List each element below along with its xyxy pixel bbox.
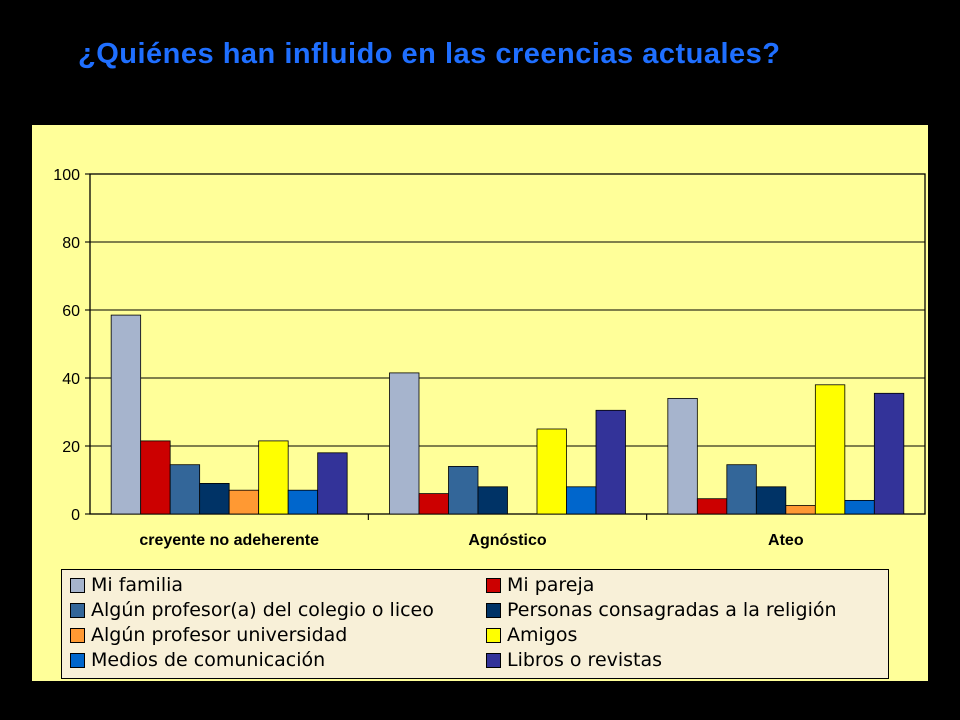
x-tick-label: Ateo	[768, 532, 804, 549]
y-tick-label: 0	[71, 507, 80, 524]
legend-swatch	[486, 577, 501, 593]
bar	[287, 489, 319, 515]
legend-swatch	[70, 602, 85, 618]
bar	[814, 384, 846, 515]
legend-item: Algún profesor(a) del colegio o liceo	[70, 598, 434, 622]
bar	[595, 409, 626, 515]
legend-item: Mi familia	[70, 573, 183, 597]
bar	[110, 314, 142, 515]
y-tick-label: 100	[53, 167, 80, 184]
bar	[228, 489, 260, 515]
legend-item: Libros o revistas	[486, 648, 662, 672]
bar	[389, 372, 420, 515]
slide-title: ¿Quiénes han influido en las creencias a…	[78, 38, 781, 70]
bar	[566, 486, 597, 515]
legend-label: Algún profesor(a) del colegio o liceo	[91, 599, 434, 621]
legend-label: Mi pareja	[507, 574, 595, 596]
y-tick-label: 80	[62, 235, 80, 252]
bar	[199, 482, 230, 515]
legend-label: Algún profesor universidad	[91, 624, 348, 646]
legend-item: Algún profesor universidad	[70, 623, 347, 647]
x-tick-label: Agnóstico	[468, 532, 546, 549]
bar	[536, 428, 567, 515]
chart-legend: Mi familia Mi pareja Algún profesor(a) del…	[61, 569, 889, 679]
bar	[873, 392, 905, 515]
bar-chart: 0 20 40 60 80 100 creyente no adeherente Agnóst…	[53, 167, 926, 549]
legend-label: Mi familia	[91, 574, 184, 596]
legend-swatch	[486, 602, 501, 618]
bar	[317, 452, 348, 515]
legend-label: Medios de comunicación	[91, 649, 326, 671]
legend-item: Personas consagradas a la religión	[486, 598, 837, 622]
bar	[448, 465, 479, 515]
legend-swatch	[486, 652, 501, 668]
bar	[726, 464, 757, 515]
legend-swatch	[486, 627, 501, 643]
legend-label: Amigos	[507, 624, 578, 646]
bar	[696, 498, 728, 515]
bar	[667, 397, 698, 515]
legend-label: Libros o revistas	[507, 649, 663, 671]
x-tick-label: creyente no adeherente	[139, 532, 319, 549]
legend-item: Medios de comunicación	[70, 648, 325, 672]
legend-swatch	[70, 577, 85, 593]
plot-area	[89, 173, 926, 515]
bar	[140, 440, 171, 515]
bar	[477, 486, 508, 515]
bar	[755, 486, 787, 515]
legend-item: Amigos	[486, 623, 577, 647]
y-tick-label: 60	[62, 303, 80, 320]
y-tick-label: 40	[62, 371, 80, 388]
legend-label: Personas consagradas a la religión	[507, 599, 837, 621]
bar	[258, 440, 289, 515]
y-tick-label: 20	[62, 439, 80, 456]
legend-swatch	[70, 652, 85, 668]
legend-swatch	[70, 627, 85, 643]
bar	[844, 499, 875, 515]
bar	[785, 505, 816, 515]
legend-item: Mi pareja	[486, 573, 594, 597]
bar	[418, 493, 449, 515]
bar	[169, 464, 201, 515]
